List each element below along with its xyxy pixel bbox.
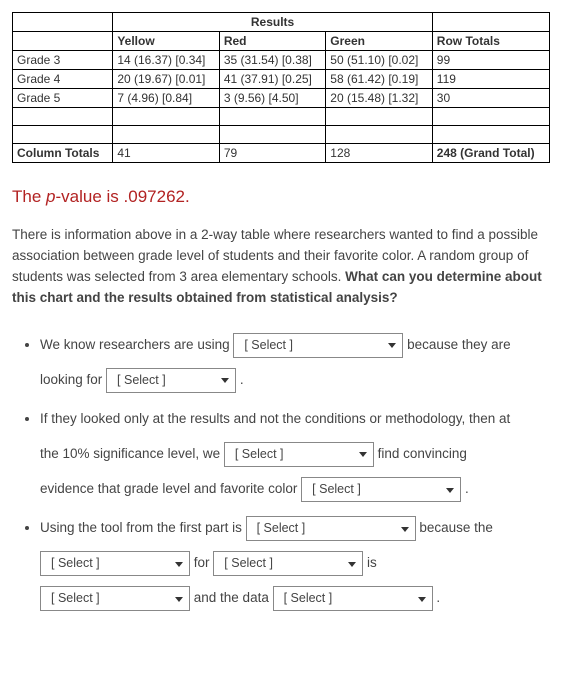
col-yellow: Yellow [113,32,219,51]
cell: 128 [326,144,432,163]
table-row-totals: Column Totals 41 79 128 248 (Grand Total… [13,144,550,163]
table-row: Grade 3 14 (16.37) [0.34] 35 (31.54) [0.… [13,51,550,70]
cell: 3 (9.56) [4.50] [219,89,325,108]
select-dropdown[interactable]: [ Select ] [224,442,374,467]
chi-square-table: Results Yellow Red Green Row Totals Grad… [12,12,550,163]
cell: 50 (51.10) [0.02] [326,51,432,70]
cell: 58 (61.42) [0.19] [326,70,432,89]
cell: 20 (19.67) [0.01] [113,70,219,89]
p-value-statement: The p-value is .097262. [12,187,550,207]
cell: 14 (16.37) [0.34] [113,51,219,70]
row-totals-spacer [432,13,549,32]
cell: 99 [432,51,549,70]
select-dropdown[interactable]: [ Select ] [273,586,433,611]
col-green: Green [326,32,432,51]
question-2: If they looked only at the results and n… [40,401,550,506]
col-blank [13,32,113,51]
select-dropdown[interactable]: [ Select ] [301,477,461,502]
row-label: Grade 5 [13,89,113,108]
table-row-empty [13,126,550,144]
select-dropdown[interactable]: [ Select ] [246,516,416,541]
cell: 41 [113,144,219,163]
cell: 30 [432,89,549,108]
cell: 35 (31.54) [0.38] [219,51,325,70]
corner-cell [13,13,113,32]
cell: 119 [432,70,549,89]
question-list: We know researchers are using [ Select ]… [12,327,550,616]
col-totals-label: Column Totals [13,144,113,163]
select-dropdown[interactable]: [ Select ] [213,551,363,576]
cell: 20 (15.48) [1.32] [326,89,432,108]
cell: 7 (4.96) [0.84] [113,89,219,108]
results-header: Results [113,13,432,32]
select-dropdown[interactable]: [ Select ] [106,368,236,393]
table-row: Grade 5 7 (4.96) [0.84] 3 (9.56) [4.50] … [13,89,550,108]
table-row-empty [13,108,550,126]
cell: 248 (Grand Total) [432,144,549,163]
col-row-totals: Row Totals [432,32,549,51]
table-row: Grade 4 20 (19.67) [0.01] 41 (37.91) [0.… [13,70,550,89]
row-label: Grade 3 [13,51,113,70]
cell: 41 (37.91) [0.25] [219,70,325,89]
cell: 79 [219,144,325,163]
row-label: Grade 4 [13,70,113,89]
question-3: Using the tool from the first part is [ … [40,510,550,615]
question-1: We know researchers are using [ Select ]… [40,327,550,397]
select-dropdown[interactable]: [ Select ] [233,333,403,358]
select-dropdown[interactable]: [ Select ] [40,551,190,576]
select-dropdown[interactable]: [ Select ] [40,586,190,611]
col-red: Red [219,32,325,51]
prompt-text: There is information above in a 2-way ta… [12,225,550,309]
